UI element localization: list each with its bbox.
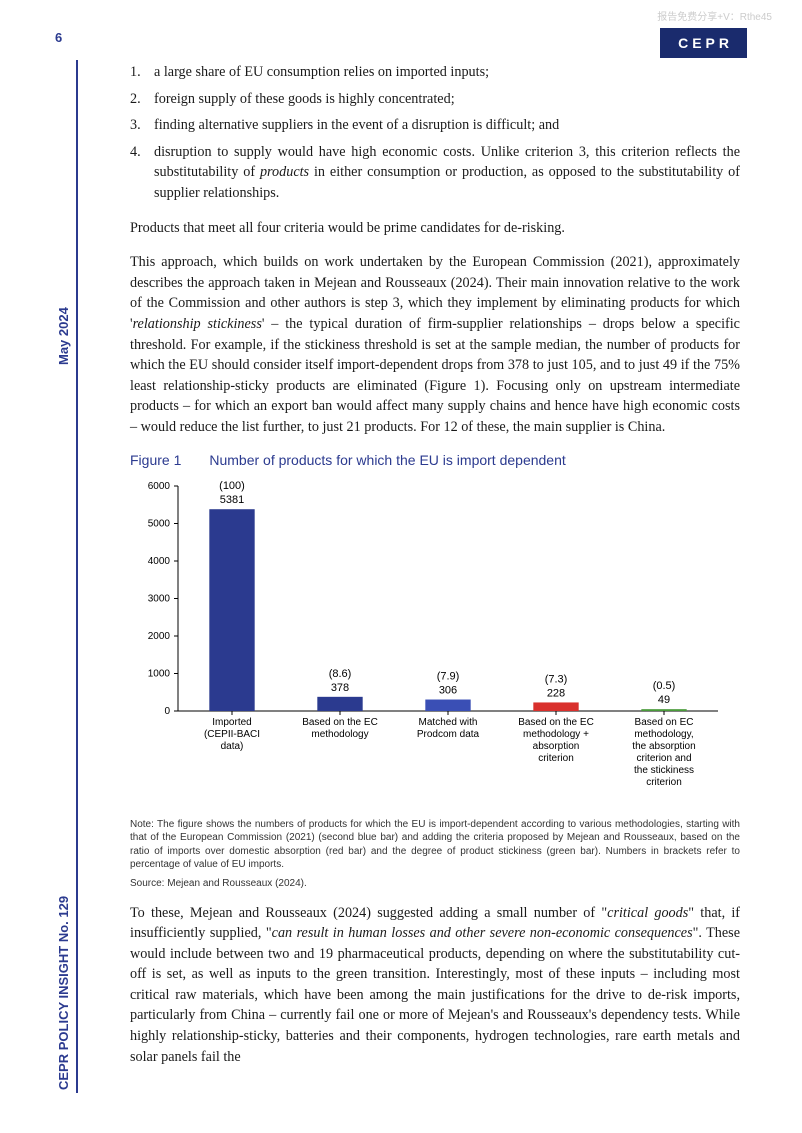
svg-text:(8.6): (8.6) bbox=[329, 667, 352, 679]
side-series: CEPR POLICY INSIGHT No. 129 bbox=[56, 896, 71, 1090]
watermark-text: 报告免费分享+V：Rthe45 bbox=[657, 8, 772, 23]
list-text: finding alternative suppliers in the eve… bbox=[154, 117, 559, 133]
list-item: 3. finding alternative suppliers in the e… bbox=[130, 115, 740, 136]
svg-text:methodology,: methodology, bbox=[634, 729, 693, 740]
list-num: 3. bbox=[130, 115, 141, 136]
list-item: 1. a large share of EU consumption relies… bbox=[130, 62, 740, 83]
svg-text:Imported: Imported bbox=[212, 717, 251, 728]
list-text: a large share of EU consumption relies o… bbox=[154, 64, 489, 80]
figure-source: Source: Mejean and Rousseaux (2024). bbox=[130, 878, 740, 889]
svg-text:49: 49 bbox=[658, 694, 670, 706]
list-num: 4. bbox=[130, 142, 141, 163]
body-para: Products that meet all four criteria wou… bbox=[130, 218, 740, 239]
svg-text:378: 378 bbox=[331, 681, 349, 693]
svg-text:methodology: methodology bbox=[311, 729, 368, 740]
para-post: ' – the typical duration of firm-supplie… bbox=[130, 316, 740, 435]
svg-text:2000: 2000 bbox=[148, 631, 171, 642]
svg-text:(CEPII-BACI: (CEPII-BACI bbox=[204, 729, 260, 740]
bar-chart: 0 1000 2000 3000 4000 5000 6000 5381 (100) Import… bbox=[130, 476, 730, 806]
svg-text:criterion: criterion bbox=[646, 777, 682, 788]
list-item: 4.disruption to supply would have high e… bbox=[130, 142, 740, 204]
svg-text:5381: 5381 bbox=[220, 494, 244, 506]
svg-text:data): data) bbox=[221, 741, 244, 752]
svg-text:(100): (100) bbox=[219, 480, 245, 492]
svg-text:306: 306 bbox=[439, 684, 457, 696]
cepr-logo: CEPR bbox=[660, 28, 747, 58]
side-date: May 2024 bbox=[56, 307, 71, 365]
svg-text:Matched with: Matched with bbox=[419, 717, 478, 728]
figure-title: Figure 1 Number of products for which the… bbox=[130, 452, 740, 468]
svg-text:228: 228 bbox=[547, 687, 565, 699]
svg-text:the absorption: the absorption bbox=[632, 741, 695, 752]
criteria-list: 1. a large share of EU consumption relies… bbox=[130, 62, 740, 204]
list-num: 1. bbox=[130, 62, 141, 83]
svg-text:3000: 3000 bbox=[148, 593, 171, 604]
para-italic: relationship stickiness bbox=[133, 316, 262, 332]
para-italic: can result in human losses and other sev… bbox=[272, 925, 693, 941]
para-seg: ". These would include between two and 1… bbox=[130, 925, 740, 1065]
side-rail bbox=[76, 60, 78, 1093]
svg-text:0: 0 bbox=[164, 706, 170, 717]
figure-note: Note: The figure shows the numbers of pr… bbox=[130, 818, 740, 872]
svg-text:Prodcom data: Prodcom data bbox=[417, 729, 480, 740]
svg-text:Based on the EC: Based on the EC bbox=[518, 717, 594, 728]
list-item: 2. foreign supply of these goods is highl… bbox=[130, 89, 740, 110]
svg-text:(0.5): (0.5) bbox=[653, 680, 676, 692]
content-area: 1. a large share of EU consumption relies… bbox=[130, 62, 740, 1081]
para-seg: To these, Mejean and Rousseaux (2024) su… bbox=[130, 905, 607, 921]
svg-text:absorption: absorption bbox=[533, 741, 580, 752]
para-italic: critical goods bbox=[607, 905, 688, 921]
chart-container: 0 1000 2000 3000 4000 5000 6000 5381 (100) Import… bbox=[130, 476, 730, 806]
body-para: To these, Mejean and Rousseaux (2024) su… bbox=[130, 903, 740, 1068]
svg-text:methodology +: methodology + bbox=[523, 729, 589, 740]
svg-text:Based on the EC: Based on the EC bbox=[302, 717, 378, 728]
svg-text:1000: 1000 bbox=[148, 668, 171, 679]
svg-text:(7.3): (7.3) bbox=[545, 673, 568, 685]
svg-text:the stickiness: the stickiness bbox=[634, 765, 694, 776]
list-text: foreign supply of these goods is highly … bbox=[154, 91, 455, 107]
body-para: This approach, which builds on work unde… bbox=[130, 252, 740, 437]
figure-label: Figure 1 bbox=[130, 452, 181, 468]
svg-text:5000: 5000 bbox=[148, 518, 171, 529]
list-num: 2. bbox=[130, 89, 141, 110]
page-number: 6 bbox=[55, 30, 62, 45]
svg-text:4000: 4000 bbox=[148, 556, 171, 567]
list-text-italic: products bbox=[260, 164, 309, 180]
svg-text:criterion and: criterion and bbox=[636, 753, 691, 764]
svg-text:(7.9): (7.9) bbox=[437, 670, 460, 682]
svg-text:6000: 6000 bbox=[148, 481, 171, 492]
svg-text:Based on EC: Based on EC bbox=[635, 717, 694, 728]
svg-text:criterion: criterion bbox=[538, 753, 574, 764]
figure-title-text: Number of products for which the EU is i… bbox=[209, 452, 565, 468]
